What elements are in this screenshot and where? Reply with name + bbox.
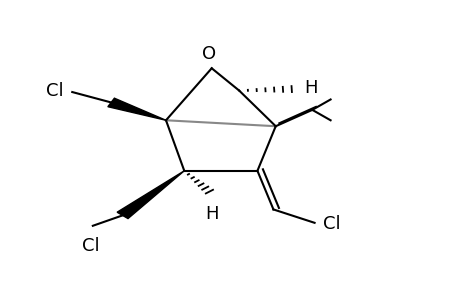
Polygon shape xyxy=(107,98,166,120)
Text: H: H xyxy=(205,205,218,223)
Text: Cl: Cl xyxy=(46,82,64,100)
Text: O: O xyxy=(202,45,216,63)
Text: Cl: Cl xyxy=(82,237,99,255)
Text: H: H xyxy=(304,79,317,97)
Text: Cl: Cl xyxy=(322,215,340,233)
Polygon shape xyxy=(117,171,184,219)
